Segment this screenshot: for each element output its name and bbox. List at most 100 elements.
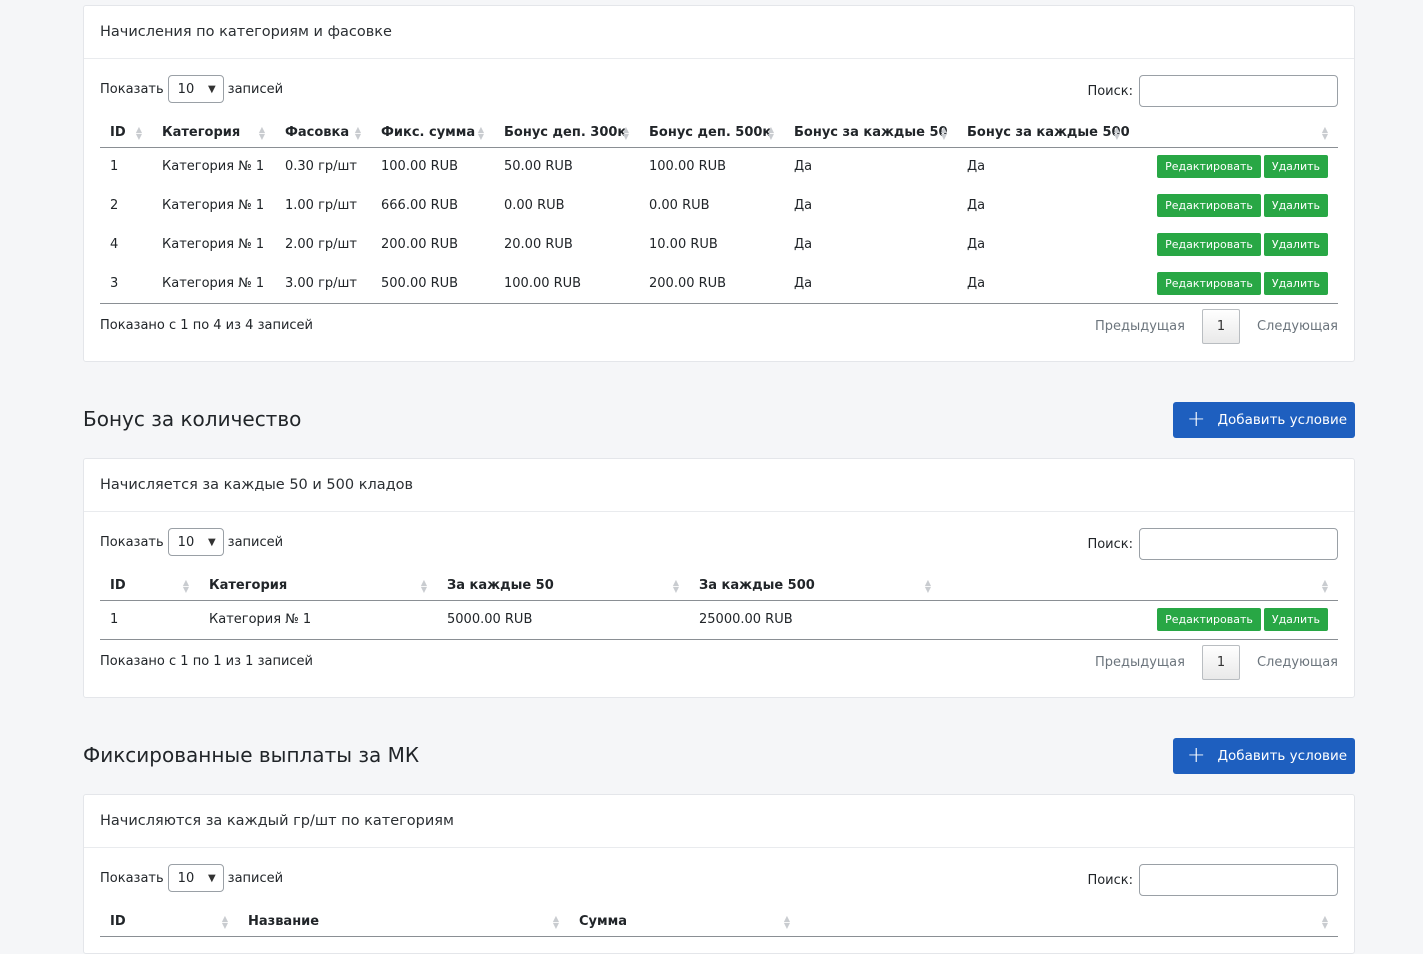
cell-each-500: 25000.00 RUB <box>689 600 941 640</box>
edit-button[interactable]: Редактировать <box>1157 155 1261 179</box>
search-label: Поиск: <box>1087 872 1133 888</box>
sort-icon: ▲ ▼ <box>783 913 790 930</box>
cell-bonus-300k: 50.00 RUB <box>504 159 573 175</box>
plus-icon: + <box>1187 743 1206 768</box>
cell-bonus-300k: 20.00 RUB <box>504 237 573 252</box>
entries-label: записей <box>227 81 284 97</box>
delete-button[interactable]: Удалить <box>1263 194 1328 217</box>
entries-select-value: 10 <box>177 870 195 886</box>
cell-actions: Редактировать Удалить <box>1130 147 1338 186</box>
delete-button[interactable]: Удалить <box>1263 233 1328 256</box>
entries-select[interactable]: 10 ▼ <box>167 528 224 556</box>
edit-button[interactable]: Редактировать <box>1157 608 1261 631</box>
cell-category: Категория № 1 <box>162 198 265 213</box>
prev-page-button[interactable]: Предыдущая <box>1094 654 1185 670</box>
section-title-quantity-bonus: Бонус за количество <box>83 407 302 431</box>
cell-id: 1 <box>100 600 199 640</box>
column-header-actions[interactable]: ▲ ▼ <box>800 908 1338 937</box>
next-page-button[interactable]: Следующая <box>1256 654 1338 670</box>
column-header-category[interactable]: Категория ▲ ▼ <box>152 119 275 148</box>
fixed-payouts-table: ID ▲ ▼ Название ▲ ▼ Сумма ▲ ▼ ▲ ▼ <box>100 908 1338 937</box>
pagination: Предыдущая 1 Следующая <box>1094 644 1338 680</box>
column-header-bonus-500k[interactable]: Бонус деп. 500к ▲ ▼ <box>639 119 784 148</box>
column-header-each-500[interactable]: За каждые 500 ▲ ▼ <box>689 572 941 601</box>
delete-button[interactable]: Удалить <box>1263 155 1328 179</box>
column-header-bonus-each-50[interactable]: Бонус за каждые 50 ▲ ▼ <box>784 119 957 148</box>
cell-bonus-each-500: Да <box>967 237 986 252</box>
search-control: Поиск: <box>1087 75 1338 107</box>
add-condition-label: Добавить условие <box>1217 748 1348 764</box>
category-payouts-table: ID ▲ ▼ Категория ▲ ▼ Фасовка ▲ ▼ Фикс. сумма ▲ ▼… <box>100 119 1338 304</box>
search-control: Поиск: <box>1087 864 1338 896</box>
cell-bonus-each-50: Да <box>794 159 813 175</box>
edit-button[interactable]: Редактировать <box>1157 271 1261 295</box>
cell-bonus-each-50: Да <box>794 198 813 213</box>
column-header-id[interactable]: ID ▲ ▼ <box>100 119 152 148</box>
cell-packaging: 2.00 гр/шт <box>285 237 358 252</box>
column-header-bonus-each-500[interactable]: Бонус за каждые 500 ▲ ▼ <box>957 119 1130 148</box>
cell-bonus-500k: 100.00 RUB <box>649 159 727 175</box>
cell-fixed-sum: 200.00 RUB <box>381 237 459 252</box>
table-row: 1 Категория № 1 5000.00 RUB 25000.00 RUB… <box>100 600 1338 640</box>
delete-button[interactable]: Удалить <box>1263 271 1328 295</box>
cell-id: 4 <box>110 237 119 252</box>
column-header-actions[interactable]: ▲ ▼ <box>941 572 1338 601</box>
sort-icon: ▲ ▼ <box>672 577 679 594</box>
edit-button[interactable]: Редактировать <box>1157 194 1261 217</box>
edit-button[interactable]: Редактировать <box>1157 233 1261 256</box>
entries-label: записей <box>227 534 284 550</box>
cell-fixed-sum: 500.00 RUB <box>371 264 494 304</box>
column-header-fixed-sum[interactable]: Фикс. сумма ▲ ▼ <box>371 119 494 148</box>
table-row: 2 Категория № 1 1.00 гр/шт 666.00 RUB 0.… <box>100 186 1338 225</box>
add-condition-button[interactable]: + Добавить условие <box>1173 738 1355 774</box>
sort-icon: ▲ ▼ <box>135 124 142 141</box>
column-header-actions[interactable]: ▲ ▼ <box>1130 119 1338 148</box>
cell-bonus-each-500: Да <box>967 198 986 213</box>
column-header-each-50[interactable]: За каждые 50 ▲ ▼ <box>437 572 689 601</box>
cell-category: Категория № 1 <box>199 600 437 640</box>
card-title: Начисляются за каждый гр/шт по категория… <box>84 795 1354 848</box>
add-condition-button[interactable]: + Добавить условие <box>1173 402 1355 438</box>
show-label: Показать <box>100 870 164 886</box>
cell-actions: Редактировать Удалить <box>941 600 1338 640</box>
sort-icon: ▲ ▼ <box>354 124 361 141</box>
search-label: Поиск: <box>1087 536 1133 552</box>
show-label: Показать <box>100 534 164 550</box>
entries-select-value: 10 <box>177 534 195 550</box>
search-input[interactable] <box>1139 75 1338 107</box>
prev-page-button[interactable]: Предыдущая <box>1094 318 1185 334</box>
table-row: 3 Категория № 1 3.00 гр/шт 500.00 RUB 10… <box>100 264 1338 304</box>
sort-icon: ▲ ▼ <box>622 124 629 141</box>
card-title: Начисления по категориям и фасовке <box>84 6 1354 59</box>
length-control: Показать 10 ▼ записей <box>100 528 283 556</box>
cell-fixed-sum: 100.00 RUB <box>381 159 459 175</box>
cell-bonus-500k: 200.00 RUB <box>639 264 784 304</box>
next-page-button[interactable]: Следующая <box>1256 318 1338 334</box>
cell-packaging: 3.00 гр/шт <box>275 264 371 304</box>
table-row: 1 Категория № 1 0.30 гр/шт 100.00 RUB 50… <box>100 147 1338 186</box>
search-input[interactable] <box>1139 528 1338 560</box>
cell-packaging: 1.00 гр/шт <box>285 198 358 213</box>
page-button-current[interactable]: 1 <box>1201 644 1240 680</box>
entries-select[interactable]: 10 ▼ <box>167 75 224 103</box>
entries-select-value: 10 <box>177 81 195 97</box>
column-header-id[interactable]: ID ▲ ▼ <box>100 572 199 601</box>
column-header-sum[interactable]: Сумма ▲ ▼ <box>569 908 800 937</box>
chevron-down-icon: ▼ <box>207 536 216 548</box>
cell-id: 2 <box>110 198 119 213</box>
column-header-bonus-300k[interactable]: Бонус деп. 300к ▲ ▼ <box>494 119 639 148</box>
delete-button[interactable]: Удалить <box>1263 608 1328 631</box>
column-header-category[interactable]: Категория ▲ ▼ <box>199 572 437 601</box>
search-input[interactable] <box>1139 864 1338 896</box>
page-button-current[interactable]: 1 <box>1201 308 1240 344</box>
entries-select[interactable]: 10 ▼ <box>167 864 224 892</box>
column-header-name[interactable]: Название ▲ ▼ <box>238 908 569 937</box>
column-header-id[interactable]: ID ▲ ▼ <box>100 908 238 937</box>
table-info: Показано с 1 по 1 из 1 записей <box>100 653 314 669</box>
column-header-packaging[interactable]: Фасовка ▲ ▼ <box>275 119 371 148</box>
cell-category: Категория № 1 <box>152 264 275 304</box>
cell-id: 1 <box>110 159 119 175</box>
cell-bonus-each-50: Да <box>784 264 957 304</box>
card-quantity-bonus: Начисляется за каждые 50 и 500 кладов По… <box>83 458 1355 698</box>
card-title: Начисляется за каждые 50 и 500 кладов <box>84 459 1354 512</box>
